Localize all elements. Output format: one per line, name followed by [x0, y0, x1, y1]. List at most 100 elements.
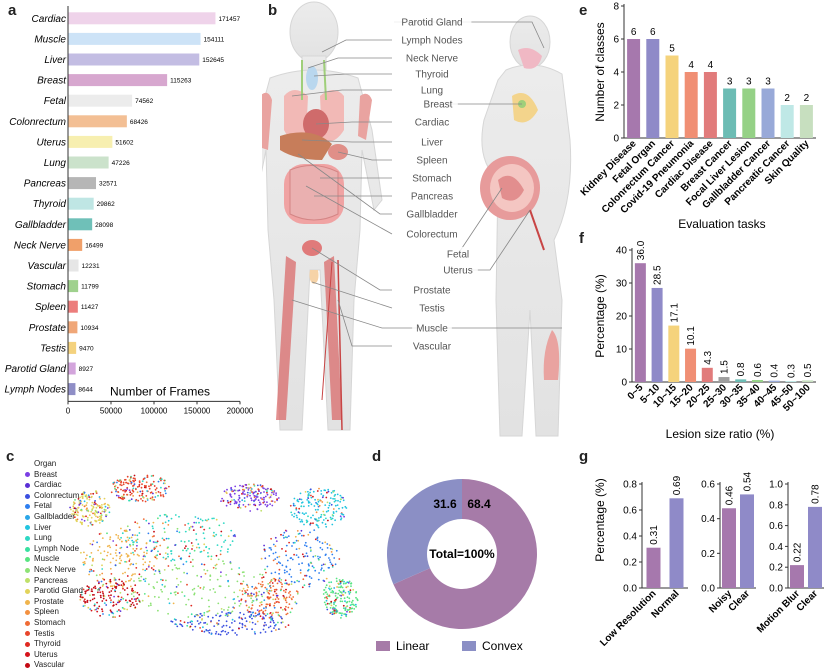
c-legend-swatch — [25, 514, 30, 520]
b-label-bg — [406, 283, 458, 296]
c-point — [227, 585, 230, 588]
c-point — [245, 486, 248, 489]
c-point — [184, 547, 186, 549]
c-point — [298, 498, 301, 500]
c-point — [277, 598, 280, 600]
c-point — [295, 507, 298, 510]
c-point — [156, 554, 159, 557]
c-point — [231, 540, 234, 543]
c-point — [101, 520, 104, 522]
c-point — [272, 619, 275, 622]
c-point — [294, 601, 297, 604]
c-point — [126, 554, 129, 557]
c-point — [325, 517, 327, 520]
c-point — [128, 560, 131, 562]
c-point — [300, 498, 303, 501]
c-legend-item: Prostate — [25, 597, 83, 608]
c-point — [290, 580, 293, 583]
c-point — [232, 598, 235, 601]
c-point — [254, 632, 256, 635]
a-x-tick-label: 50000 — [100, 406, 123, 415]
c-point — [234, 485, 237, 488]
c-point — [255, 614, 257, 617]
a-category-label: Breast — [37, 76, 67, 87]
c-point — [99, 519, 101, 522]
c-point — [288, 573, 291, 576]
x-category-label: Clear — [795, 588, 821, 614]
c-point — [77, 511, 79, 514]
y-tick-label: 2 — [613, 101, 619, 112]
c-point — [182, 549, 184, 552]
a-bar — [68, 383, 76, 396]
c-point — [91, 501, 94, 504]
c-point — [158, 569, 160, 571]
c-point — [133, 598, 136, 601]
c-point — [186, 572, 189, 575]
c-point — [255, 498, 257, 500]
c-point — [275, 592, 278, 595]
c-point — [229, 493, 232, 496]
c-legend-swatch — [25, 504, 30, 510]
c-point — [175, 623, 178, 626]
c-point — [77, 498, 80, 500]
c-point — [251, 617, 253, 620]
c-point — [238, 616, 241, 619]
c-point — [188, 528, 191, 531]
c-point — [326, 491, 328, 494]
c-point — [277, 628, 280, 630]
c-point — [209, 575, 212, 577]
c-point — [162, 556, 165, 559]
c-point — [217, 633, 220, 636]
c-point — [118, 538, 121, 541]
c-point — [138, 593, 141, 596]
c-legend-item: Lymph Node — [25, 544, 83, 555]
c-point — [149, 497, 152, 500]
c-point — [332, 497, 334, 500]
c-point — [222, 629, 224, 632]
c-point — [81, 515, 84, 517]
c-point — [136, 522, 139, 525]
c-point — [309, 561, 312, 564]
c-point — [98, 581, 100, 583]
c-point — [252, 615, 255, 617]
c-point — [262, 610, 265, 613]
c-point — [112, 605, 114, 607]
c-point — [106, 507, 109, 509]
c-point — [250, 592, 253, 595]
c-point — [126, 587, 129, 589]
c-point — [255, 587, 258, 590]
c-point — [273, 590, 276, 593]
c-point — [138, 480, 141, 482]
c-point — [265, 571, 267, 574]
c-point — [132, 604, 135, 606]
c-point — [95, 506, 98, 509]
c-point — [355, 596, 357, 599]
c-point — [335, 598, 337, 601]
c-point — [332, 512, 335, 514]
c-point — [346, 609, 349, 611]
c-point — [87, 494, 90, 497]
c-point — [123, 479, 126, 481]
c-point — [151, 498, 154, 501]
c-point — [341, 612, 343, 615]
c-point — [210, 633, 213, 635]
c-point — [227, 631, 230, 634]
c-point — [341, 600, 344, 603]
c-point — [241, 499, 244, 502]
c-point — [243, 490, 246, 492]
c-point — [167, 537, 170, 540]
c-point — [256, 484, 259, 487]
d-slice-label: 31.6 — [433, 497, 457, 511]
c-point — [268, 547, 271, 549]
c-point — [83, 491, 86, 494]
c-point — [353, 608, 356, 610]
c-legend-item: Cardiac — [25, 480, 83, 491]
c-point — [281, 548, 283, 550]
c-point — [141, 480, 144, 483]
c-point — [292, 502, 295, 505]
c-point — [82, 493, 85, 496]
c-point — [141, 494, 143, 497]
c-point — [160, 479, 162, 482]
c-point — [206, 623, 209, 626]
